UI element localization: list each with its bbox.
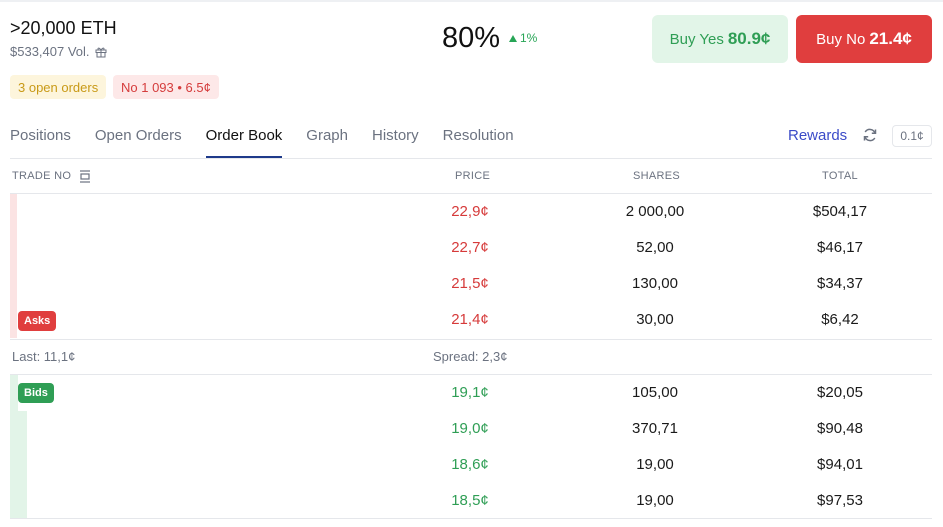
bid-total: $94,01 — [817, 456, 863, 473]
col-price: PRICE — [455, 170, 491, 182]
ask-total: $46,17 — [817, 239, 863, 256]
spread-divider-top — [10, 339, 932, 340]
col-total: TOTAL — [822, 170, 858, 182]
ask-depth-bar — [10, 266, 18, 302]
tab-open-orders[interactable]: Open Orders — [94, 127, 182, 144]
tab-bar: Positions Open Orders Order Book Graph H… — [10, 120, 538, 158]
change-value: 1% — [520, 31, 538, 45]
tabs-divider — [10, 158, 932, 159]
market-volume: $533,407 Vol. — [10, 44, 107, 59]
buy-no-label: Buy No — [816, 30, 866, 48]
bid-price: 18,6¢ — [451, 456, 489, 473]
ask-shares: 130,00 — [632, 275, 678, 292]
buy-yes-label: Buy Yes — [669, 30, 724, 48]
ask-shares: 2 000,00 — [625, 203, 685, 220]
tab-graph[interactable]: Graph — [306, 127, 348, 144]
volume-text: $533,407 Vol. — [10, 44, 90, 59]
ask-total: $504,17 — [812, 203, 868, 220]
bid-depth-bar — [10, 411, 27, 447]
buy-yes-price: 80.9¢ — [727, 29, 771, 48]
ask-shares: 30,00 — [636, 311, 674, 328]
bids-tag: Bids — [18, 383, 54, 403]
bid-depth-bar — [10, 447, 27, 483]
spread-divider-bottom — [10, 374, 932, 375]
buy-no-button[interactable]: Buy No 21.4¢ — [796, 15, 932, 63]
ask-depth-bar — [10, 230, 18, 266]
bid-depth-bar — [10, 483, 27, 519]
tab-history[interactable]: History — [372, 127, 419, 144]
spread-value: Spread: 2,3¢ — [433, 349, 508, 364]
change-indicator: 1% — [509, 31, 537, 45]
ask-price: 21,5¢ — [451, 275, 489, 292]
buy-no-price: 21.4¢ — [869, 29, 912, 48]
bid-price: 19,1¢ — [451, 384, 489, 401]
ask-price: 21,4¢ — [451, 311, 489, 328]
tick-size-chip[interactable]: 0.1¢ — [892, 125, 932, 147]
gift-icon[interactable] — [95, 46, 107, 58]
rewards-link[interactable]: Rewards — [788, 127, 848, 144]
ask-depth-bar — [10, 302, 18, 338]
bid-total: $97,53 — [817, 492, 863, 509]
bid-shares: 105,00 — [632, 384, 678, 401]
layout-toggle-icon[interactable] — [79, 170, 91, 183]
ask-row[interactable]: 22,7¢ 52,00 $46,17 — [10, 230, 932, 266]
bid-total: $20,05 — [817, 384, 863, 401]
ask-row[interactable]: 22,9¢ 2 000,00 $504,17 — [10, 194, 932, 230]
bid-price: 19,0¢ — [451, 420, 489, 437]
bid-total: $90,48 — [817, 420, 863, 437]
open-orders-badge[interactable]: 3 open orders — [10, 75, 107, 99]
ask-total: $6,42 — [821, 311, 859, 328]
position-badge[interactable]: No 1 093 • 6.5¢ — [113, 75, 219, 99]
bid-shares: 370,71 — [632, 420, 678, 437]
ask-row[interactable]: 21,5¢ 130,00 $34,37 — [10, 266, 932, 302]
ask-depth-bar — [10, 194, 18, 230]
bid-depth-bar — [10, 375, 19, 411]
bid-row[interactable]: 19,0¢ 370,71 $90,48 — [10, 411, 932, 447]
bid-row[interactable]: 18,6¢ 19,00 $94,01 — [10, 447, 932, 483]
tab-positions[interactable]: Positions — [10, 127, 71, 144]
ask-price: 22,7¢ — [451, 239, 489, 256]
last-price: Last: 11,1¢ — [12, 349, 76, 364]
refresh-icon[interactable] — [862, 127, 878, 143]
ask-shares: 52,00 — [636, 239, 674, 256]
bid-row[interactable]: 18,5¢ 19,00 $97,53 — [10, 483, 932, 519]
bottom-divider — [10, 518, 932, 519]
header-divider — [10, 193, 932, 194]
bid-shares: 19,00 — [636, 456, 674, 473]
chance-percent: 80% — [442, 22, 501, 54]
asks-tag: Asks — [18, 311, 57, 331]
bid-shares: 19,00 — [636, 492, 674, 509]
top-divider — [0, 0, 943, 2]
ask-total: $34,37 — [817, 275, 863, 292]
bid-row[interactable]: 19,1¢ 105,00 $20,05 — [10, 375, 932, 411]
tab-resolution[interactable]: Resolution — [442, 127, 514, 144]
col-shares: SHARES — [633, 170, 681, 182]
ask-row[interactable]: 21,4¢ 30,00 $6,42 — [10, 302, 932, 338]
triangle-up-icon — [509, 34, 517, 42]
tab-order-book[interactable]: Order Book — [205, 120, 283, 158]
market-title: >20,000 ETH — [10, 18, 117, 38]
ask-price: 22,9¢ — [451, 203, 489, 220]
col-trade-no: TRADE NO — [12, 170, 72, 182]
bid-price: 18,5¢ — [451, 492, 489, 509]
buy-yes-button[interactable]: Buy Yes 80.9¢ — [652, 15, 788, 63]
